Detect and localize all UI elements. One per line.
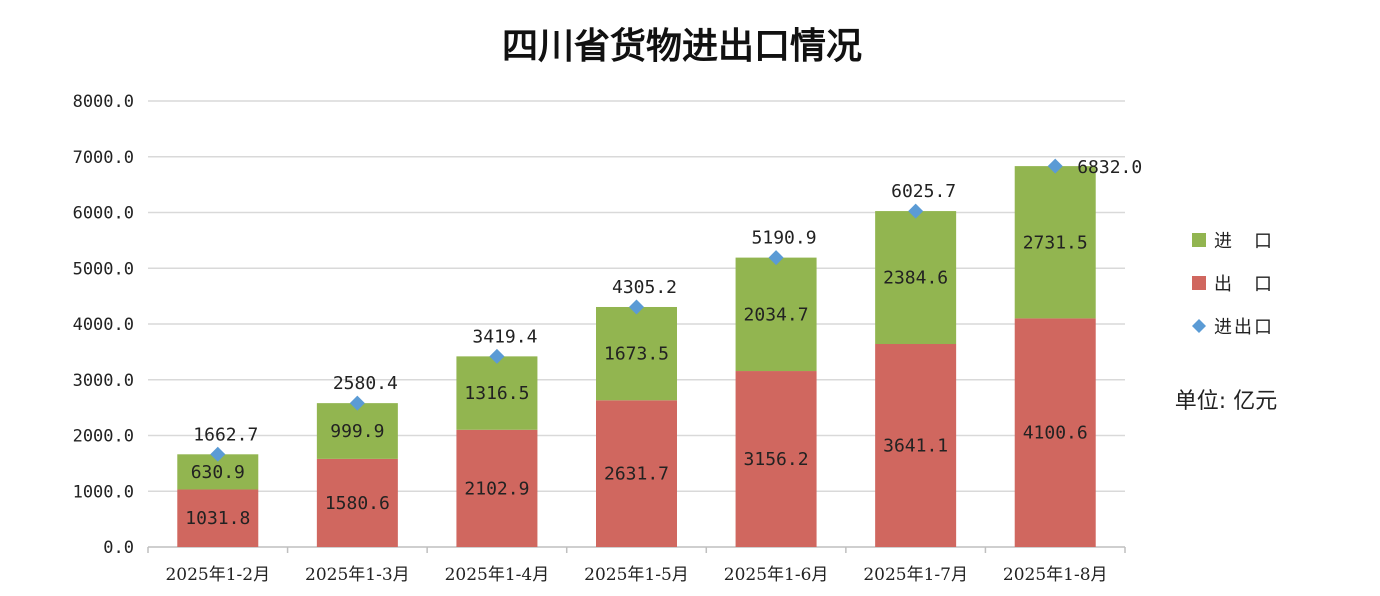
x-category-label: 2025年1-4月 (445, 565, 550, 585)
total-markers (210, 158, 1063, 462)
y-tick-label: 1000.0 (73, 482, 134, 502)
total-value-label: 4305.2 (612, 277, 677, 298)
data-labels: 1031.8 630.9 1662.7 1580.6 999.9 2580.4 2102.9… (185, 157, 1142, 529)
total-marker (768, 250, 784, 266)
import-bar (316, 403, 398, 459)
y-tick-label: 8000.0 (73, 92, 134, 112)
bars (177, 166, 1096, 547)
chart-title: 四川省货物进出口情况 (502, 26, 862, 67)
export-bar (316, 458, 398, 547)
y-tick-label: 3000.0 (73, 371, 134, 391)
total-marker (210, 446, 226, 462)
total-marker (1047, 158, 1063, 174)
x-category-label: 2025年1-3月 (305, 565, 410, 585)
total-marker (908, 203, 924, 219)
export-value-label: 2102.9 (464, 478, 529, 499)
total-value-label: 2580.4 (333, 373, 398, 394)
export-value-label: 2631.7 (604, 464, 669, 485)
export-bar (456, 429, 538, 547)
y-tick-label: 4000.0 (73, 315, 134, 335)
legend-import-label: 进 口 (1214, 231, 1274, 252)
unit-label: 单位: 亿元 (1175, 389, 1277, 414)
export-value-label: 3641.1 (883, 436, 948, 457)
import-value-label: 2731.5 (1023, 232, 1088, 253)
y-tick-label: 5000.0 (73, 259, 134, 279)
import-value-label: 1316.5 (464, 383, 529, 404)
total-value-label: 1662.7 (193, 424, 258, 445)
export-bar (875, 344, 957, 547)
import-bar (735, 257, 817, 372)
import-bar (596, 306, 677, 401)
legend-import-swatch (1192, 233, 1206, 247)
legend-export-swatch (1192, 276, 1206, 290)
total-value-label: 3419.4 (472, 326, 537, 347)
export-bar (735, 371, 817, 547)
export-bar (1014, 318, 1096, 547)
import-value-label: 2384.6 (883, 268, 948, 289)
export-value-label: 3156.2 (744, 449, 809, 470)
legend-total-swatch (1192, 319, 1206, 333)
total-marker (349, 395, 365, 411)
total-value-label: 6025.7 (891, 181, 956, 202)
axes: 0.0 1000.0 2000.0 3000.0 4000.0 5000.0 6000.0 7… (73, 92, 1126, 585)
legend-export-label: 出 口 (1214, 274, 1274, 295)
legend-total-label: 进出口 (1214, 317, 1274, 338)
x-category-label: 2025年1-6月 (724, 565, 829, 585)
y-tick-label: 6000.0 (73, 204, 134, 224)
import-value-label: 630.9 (191, 462, 245, 483)
y-tick-label: 2000.0 (73, 427, 134, 447)
import-value-label: 2034.7 (744, 304, 809, 325)
export-value-label: 1580.6 (325, 493, 390, 514)
x-category-label: 2025年1-5月 (584, 565, 689, 585)
y-tick-label: 0.0 (103, 538, 134, 558)
import-value-label: 1673.5 (604, 344, 669, 365)
export-bar (596, 400, 677, 547)
import-bar (875, 211, 957, 345)
import-bar (1014, 166, 1096, 319)
export-value-label: 1031.8 (185, 508, 250, 529)
export-bar (177, 489, 259, 547)
total-marker (629, 299, 644, 315)
export-value-label: 4100.6 (1023, 423, 1088, 444)
total-marker (489, 348, 505, 364)
x-category-label: 2025年1-2月 (165, 565, 270, 585)
y-tick-label: 7000.0 (73, 148, 134, 168)
total-value-label: 6832.0 (1077, 157, 1142, 178)
x-category-label: 2025年1-7月 (863, 565, 968, 585)
import-bar (456, 356, 538, 430)
import-value-label: 999.9 (330, 421, 384, 442)
x-category-label: 2025年1-8月 (1003, 565, 1108, 585)
total-value-label: 5190.9 (752, 228, 817, 249)
